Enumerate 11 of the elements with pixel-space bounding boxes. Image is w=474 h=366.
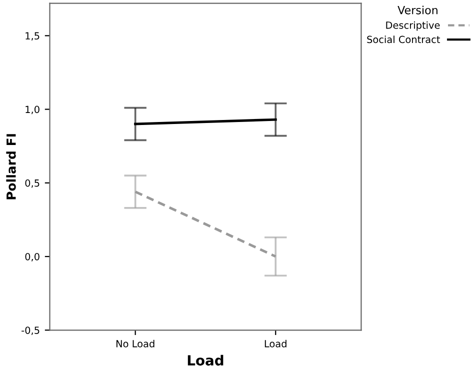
y-tick-label: 1,5 xyxy=(26,32,40,41)
legend-title: Version xyxy=(398,6,438,14)
legend-label: Descriptive xyxy=(386,21,440,31)
y-tick-label: 1,0 xyxy=(26,106,40,114)
x-tick-label: No Load xyxy=(116,340,154,348)
y-tick-label: -0,5 xyxy=(22,326,40,335)
y-axis-title: Pollard FI xyxy=(6,134,16,200)
y-tick-label: 0,5 xyxy=(25,179,40,188)
legend-label: Social Contract xyxy=(367,36,440,44)
y-tick-label: 0,0 xyxy=(25,253,40,262)
x-axis-title: Load xyxy=(188,354,224,366)
